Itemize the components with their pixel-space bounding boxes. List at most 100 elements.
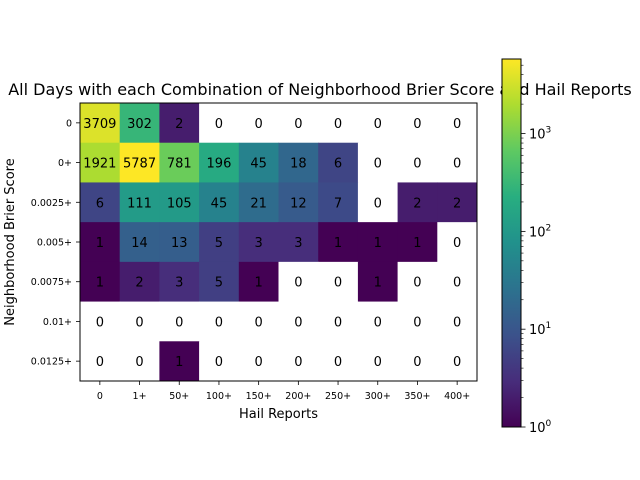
colorbar-ticks: 100 101 102 103 [521,64,552,436]
heatmap-cell [119,142,160,183]
heatmap-cell [159,142,200,183]
heatmap-cell [80,182,121,223]
cell-value-label: 0 [135,355,143,370]
x-tick-label: 400+ [444,391,470,402]
heatmap-cell [238,142,279,183]
heatmap-cell [318,222,359,263]
heatmap-cell [159,261,200,303]
x-tick-label: 150+ [246,391,272,402]
heatmap-cell [318,182,359,223]
cell-value-label: 0 [175,315,183,330]
cell-value-label: 0 [374,157,382,172]
heatmap-cell [80,142,121,183]
y-axis-label: Neighborhood Brier Score [3,158,18,325]
heatmap-cell [397,341,438,382]
heatmap-cell [437,142,478,183]
heatmap-cell [318,301,359,342]
cell-value-label: 3 [255,236,263,251]
cell-value-label: 0 [413,276,421,291]
cell-value-label: 0 [255,315,263,330]
heatmap-cell [357,222,399,263]
heatmap-cell [437,261,478,303]
heatmap-cell [199,142,240,183]
cell-value-label: 2 [413,196,421,211]
cell-value-label: 0 [374,315,382,330]
cell-value-label: 0 [255,355,263,370]
heatmap-cell [159,341,200,382]
heatmap-cell [119,261,160,303]
heatmap-cell [119,341,160,382]
heatmap-cell [278,142,319,183]
heatmap-cell [278,182,319,223]
cell-value-label: 0 [334,315,342,330]
heatmap-cell [397,103,438,144]
cell-value-label: 1921 [83,157,116,172]
heatmap-cell [159,182,200,223]
cell-value-label: 1 [374,236,382,251]
heatmap-cell [278,103,319,144]
cell-value-label: 5 [215,276,223,291]
cell-value-label: 2 [135,276,143,291]
cell-value-label: 0 [413,315,421,330]
heatmap-cell [238,182,279,223]
cell-value-label: 45 [211,196,228,211]
heatmap-cell [357,341,399,382]
cell-value-label: 1 [334,236,342,251]
x-tick-label: 0 [97,391,103,402]
cell-value-label: 0 [374,355,382,370]
colorbar [501,58,522,428]
cell-value-label: 0 [334,276,342,291]
heatmap-cell [119,182,160,223]
heatmap-cell [199,103,240,144]
cell-value-label: 7 [334,196,342,211]
cell-value-label: 3709 [83,117,116,132]
cell-value-label: 0 [334,117,342,132]
colorbar-tick-label: 100 [529,419,552,436]
x-tick-label: 350+ [404,391,430,402]
cell-value-label: 0 [294,117,302,132]
cell-value-label: 3 [294,236,302,251]
heatmap-cell [199,301,240,342]
heatmap-cell [357,301,399,342]
cell-value-label: 0 [453,117,461,132]
cell-value-label: 0 [453,157,461,172]
cell-value-label: 13 [171,236,188,251]
x-tick-label: 100+ [206,391,232,402]
cell-value-label: 0 [453,276,461,291]
colorbar-tick-label: 102 [529,223,551,240]
heatmap-cell [397,222,438,263]
heatmap-cell [238,222,279,263]
heatmap-cell [318,142,359,183]
heatmap-cell [159,301,200,342]
heatmap-cell [238,103,279,144]
heatmap-cell [80,301,121,342]
x-axis-label: Hail Reports [239,407,318,422]
cell-value-label: 0 [96,315,104,330]
heatmap-cell [318,341,359,382]
cell-value-label: 2 [175,117,183,132]
y-axis-ticks: 0 0+ 0.0025+ 0.005+ 0.0075+ 0.01+ 0.0125+ [31,118,80,368]
cell-value-label: 3 [175,276,183,291]
cell-value-label: 0 [413,157,421,172]
cell-value-label: 0 [453,315,461,330]
cell-value-label: 302 [127,117,152,132]
heatmap-cell [437,341,478,382]
heatmap-cell [199,182,240,223]
cell-value-label: 0 [413,117,421,132]
cell-value-label: 18 [290,157,307,172]
y-tick-label: 0.01+ [43,317,72,328]
cell-value-label: 781 [167,157,192,172]
cell-value-label: 0 [334,355,342,370]
cell-value-label: 1 [255,276,263,291]
cell-value-label: 6 [334,157,342,172]
cell-value-label: 1 [413,236,421,251]
cell-value-label: 45 [250,157,267,172]
cell-value-label: 6 [96,196,104,211]
x-tick-label: 200+ [285,391,311,402]
cell-value-label: 0 [374,196,382,211]
cell-value-label: 1 [96,276,104,291]
cell-value-label: 196 [207,157,232,172]
heatmap-cell [318,261,359,303]
y-tick-label: 0.0125+ [31,357,72,368]
